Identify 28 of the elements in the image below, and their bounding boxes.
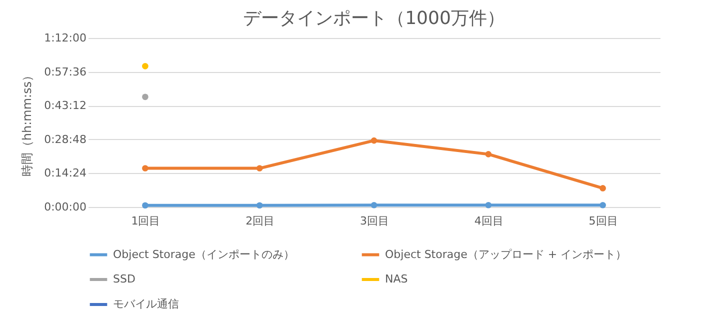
x-tick-label: 4回目	[474, 214, 504, 228]
point	[485, 151, 492, 158]
point	[600, 202, 606, 208]
point	[256, 165, 263, 172]
point	[256, 202, 263, 209]
legend-label: NAS	[385, 272, 408, 286]
y-tick-label: 0:00:00	[44, 200, 86, 214]
y-tick-label: 0:57:36	[44, 65, 86, 78]
legend-label: Object Storage（アップロード + インポート）	[385, 248, 627, 261]
x-tick-label: 3回目	[360, 214, 389, 228]
point	[600, 185, 606, 192]
chart-title: データインポート（1000万件）	[243, 8, 505, 29]
point	[370, 137, 378, 144]
legend-label: SSD	[113, 272, 136, 286]
point	[485, 202, 492, 208]
y-tick-label: 1:12:00	[44, 32, 86, 44]
y-tick-label: 0:43:12	[44, 99, 86, 112]
legend-label: Object Storage（インポートのみ）	[113, 248, 294, 261]
point	[370, 202, 378, 208]
y-tick-label: 0:28:48	[44, 132, 86, 146]
point	[142, 165, 148, 172]
legend-label: モバイル通信	[113, 298, 179, 310]
x-tick-label: 5回目	[588, 214, 618, 228]
y-axis-title: 時間（hh:mm:ss）	[20, 69, 34, 177]
y-tick-label: 0:14:24	[44, 166, 86, 180]
x-tick-label: 2回目	[246, 214, 275, 228]
x-tick-label: 1回目	[131, 214, 160, 228]
point	[142, 202, 148, 209]
